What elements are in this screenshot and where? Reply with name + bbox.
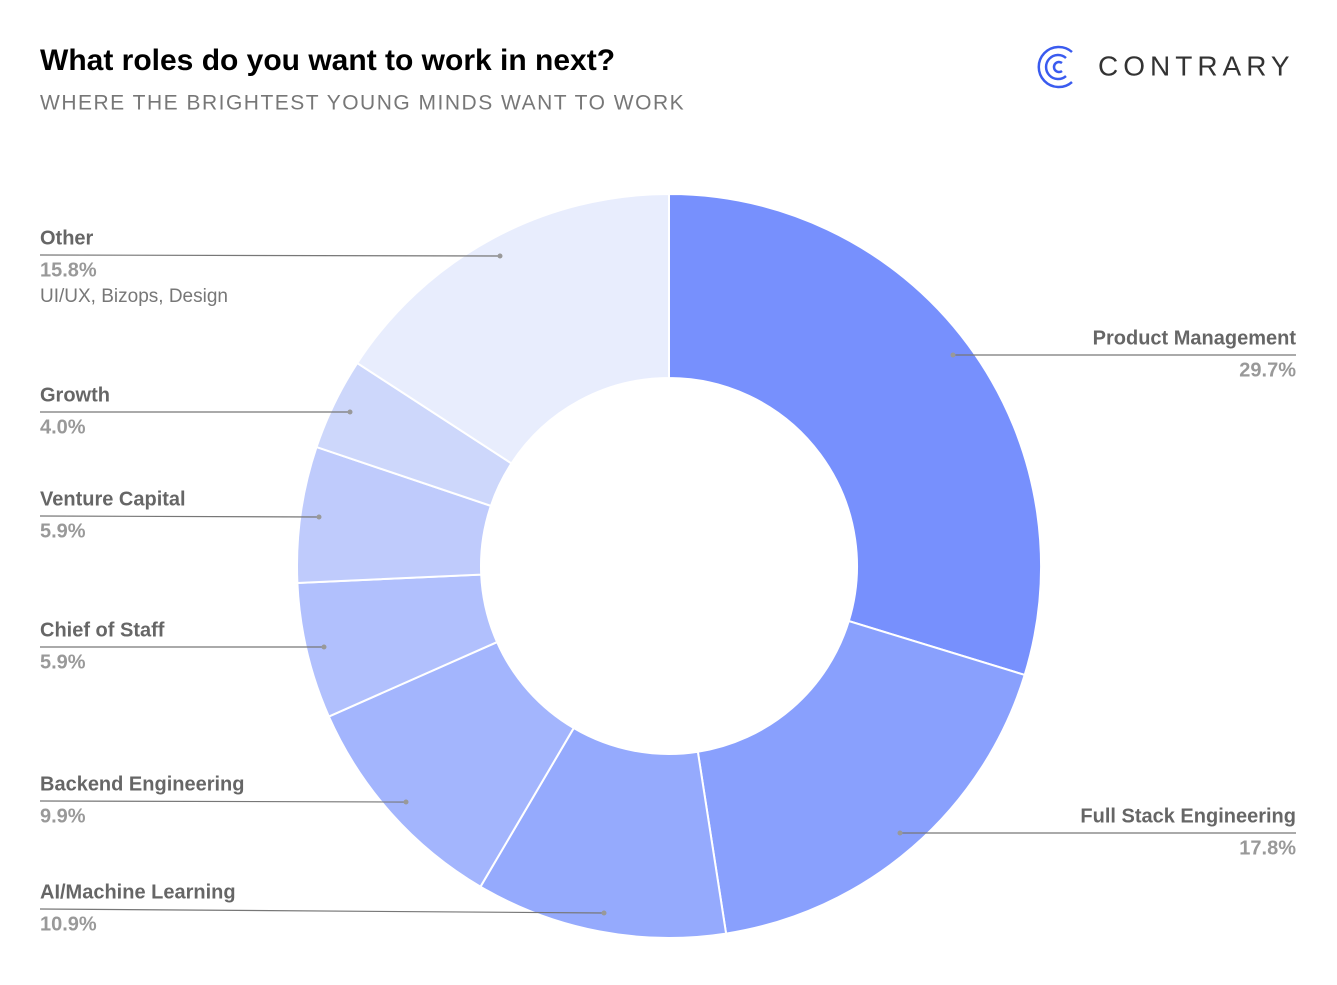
- slice-label: Other: [40, 227, 94, 249]
- slice-label: Product Management: [1093, 327, 1297, 349]
- leader-line: [39, 800, 407, 803]
- leader-line: [39, 515, 320, 518]
- leader-dot: [897, 830, 903, 836]
- chart-subtitle: WHERE THE BRIGHTEST YOUNG MINDS WANT TO …: [40, 92, 685, 115]
- logo-icon: [1037, 45, 1073, 89]
- slice-value: 29.7%: [1239, 359, 1296, 381]
- slice-value: 10.9%: [40, 913, 97, 935]
- leader-dot: [403, 799, 409, 805]
- slice-label: Backend Engineering: [40, 773, 245, 795]
- leader-dot: [347, 409, 353, 415]
- slice-label: Full Stack Engineering: [1080, 805, 1296, 827]
- slice-value: 9.9%: [40, 805, 86, 827]
- annotation: UI/UX, Bizops, Design: [40, 286, 228, 307]
- slice-value: 5.9%: [40, 651, 86, 673]
- chart-title: What roles do you want to work in next?: [40, 44, 615, 77]
- leader-dot: [316, 514, 322, 520]
- leader-line: [39, 254, 501, 257]
- slice: [355, 192, 670, 465]
- leader-dot: [321, 644, 327, 650]
- brand: CONTRARY: [1098, 50, 1295, 81]
- slice-value: 5.9%: [40, 520, 86, 542]
- leader-dot: [601, 910, 607, 916]
- slice-value: 17.8%: [1239, 837, 1296, 859]
- slice-label: Chief of Staff: [40, 619, 165, 641]
- slice-label: Venture Capital: [40, 488, 186, 510]
- slice-label: Growth: [40, 384, 110, 406]
- slice: [696, 619, 1026, 935]
- leader-line: [39, 908, 605, 914]
- slice-value: 4.0%: [40, 416, 86, 438]
- leader-dot: [950, 352, 956, 358]
- slice: [668, 192, 1042, 677]
- leader-dot: [497, 253, 503, 259]
- slice-value: 15.8%: [40, 259, 97, 281]
- slice-label: AI/Machine Learning: [40, 881, 236, 903]
